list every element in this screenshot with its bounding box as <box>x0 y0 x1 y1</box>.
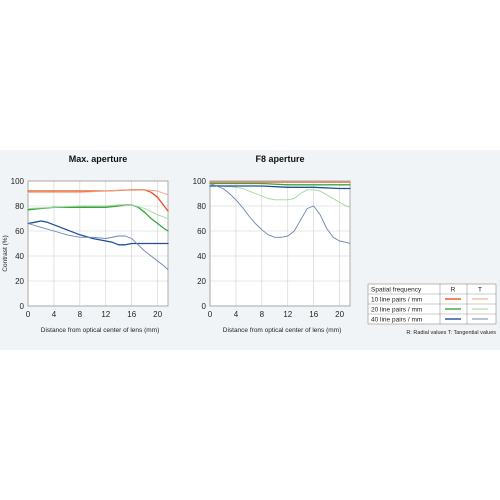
legend-header: Spatial frequency <box>371 287 422 294</box>
y-tick-label: 100 <box>193 177 207 186</box>
y-tick-label: 20 <box>197 277 206 286</box>
chart-1: Max. aperture 0 20 40 60 80 100 0 4 8 12 16 20 Distan… <box>2 154 168 334</box>
x-tick-label: 12 <box>283 310 292 319</box>
legend-row-label: 20 line pairs / mm <box>371 307 422 314</box>
y-tick-label: 20 <box>15 277 24 286</box>
y-tick-label: 40 <box>15 252 24 261</box>
x-tick-label: 4 <box>234 310 239 319</box>
y-tick-label: 0 <box>20 302 25 311</box>
y-tick-label: 100 <box>11 177 25 186</box>
y-tick-label: 80 <box>15 202 24 211</box>
chart-title: Max. aperture <box>69 154 128 164</box>
x-tick-label: 8 <box>260 310 265 319</box>
x-axis-label: Distance from optical center of lens (mm… <box>41 327 159 334</box>
y-tick-label: 80 <box>197 202 206 211</box>
x-tick-label: 20 <box>153 310 162 319</box>
y-tick-label: 0 <box>202 302 207 311</box>
y-tick-label: 60 <box>197 227 206 236</box>
chart-2: F8 aperture 0 20 40 60 80 100 0 4 8 12 16 20 Distance… <box>193 154 350 334</box>
y-axis-label: Contrast (%) <box>2 235 9 271</box>
x-tick-label: 4 <box>52 310 57 319</box>
legend-row-label: 40 line pairs / mm <box>371 317 422 324</box>
x-tick-label: 20 <box>335 310 344 319</box>
y-tick-label: 40 <box>197 252 206 261</box>
legend-col-t: T <box>478 287 482 294</box>
legend-col-r: R <box>451 287 456 294</box>
legend: Spatial frequency R T 10 line pairs / mm 20 … <box>368 284 496 336</box>
x-tick-label: 0 <box>26 310 31 319</box>
x-axis-label: Distance from optical center of lens (mm… <box>223 327 341 334</box>
chart-panel: Max. aperture 0 20 40 60 80 100 0 4 8 12 16 20 Distan… <box>0 150 500 350</box>
x-tick-label: 16 <box>309 310 318 319</box>
x-tick-label: 12 <box>101 310 110 319</box>
legend-row-label: 10 line pairs / mm <box>371 297 422 304</box>
y-tick-label: 60 <box>15 227 24 236</box>
x-tick-label: 16 <box>127 310 136 319</box>
x-tick-label: 0 <box>208 310 213 319</box>
chart-title: F8 aperture <box>255 154 304 164</box>
x-tick-label: 8 <box>78 310 83 319</box>
legend-note: R: Radial values T: Tangential values <box>406 330 496 336</box>
